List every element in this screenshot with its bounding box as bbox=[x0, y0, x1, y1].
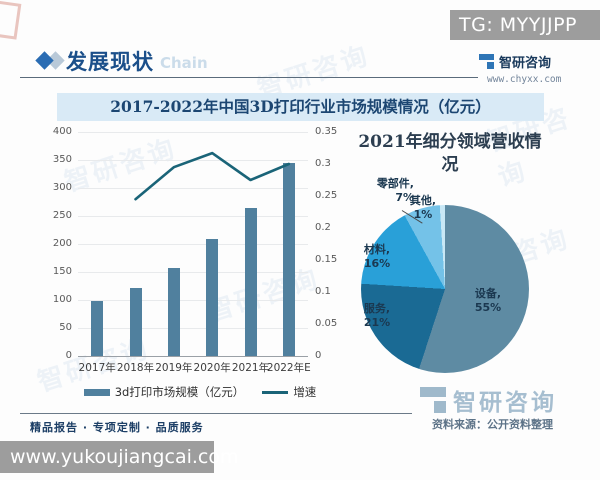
pie-label-others: 其他, 1% bbox=[409, 194, 437, 221]
pie-label-materials: 材料, 16% bbox=[363, 243, 391, 270]
left-axis-tick: 0 bbox=[65, 350, 72, 361]
pie-label-components: 零部件, 7% bbox=[376, 177, 414, 204]
footer-tagline: 精品报告 · 专项定制 · 品质服务 bbox=[30, 421, 204, 434]
gridline bbox=[78, 300, 308, 301]
x-axis-label: 2017年 bbox=[78, 362, 116, 374]
bar-2019年 bbox=[167, 268, 180, 356]
x-axis-label: 2020年 bbox=[193, 362, 231, 374]
telegram-banner: TG: MYYJJPP bbox=[450, 10, 600, 40]
left-axis-tick: 50 bbox=[59, 322, 72, 333]
bar-2022年E bbox=[282, 163, 295, 356]
legend-line-label: 增速 bbox=[293, 385, 317, 399]
pie-label-services: 服务, 21% bbox=[363, 302, 391, 329]
bar-plot bbox=[78, 132, 308, 357]
legend-item-growth: 增速 bbox=[262, 384, 316, 400]
left-axis-tick: 400 bbox=[52, 126, 72, 137]
pie-chart-panel: 设备, 55% 服务, 21% 材料, 16% 零部件, 7% 其他, 1% bbox=[338, 177, 573, 383]
bar-chart-title: 2017-2022年中国3D打印行业市场规模情况（亿元） bbox=[57, 93, 544, 121]
right-axis-tick: 0.1 bbox=[315, 286, 331, 297]
gridline bbox=[78, 188, 308, 189]
pie-chart bbox=[361, 205, 529, 373]
pie-label-equipment: 设备, 55% bbox=[474, 287, 502, 314]
gridline bbox=[78, 272, 308, 273]
legend-bar-swatch bbox=[83, 388, 110, 396]
x-axis-label: 2021年 bbox=[231, 362, 270, 374]
x-axis-label: 2018年 bbox=[116, 362, 155, 374]
right-axis-tick: 0.05 bbox=[315, 318, 338, 329]
growth-rate-line bbox=[134, 151, 291, 201]
brand-site-url: www.chyxx.com bbox=[487, 74, 562, 85]
bar-2020年 bbox=[206, 238, 219, 356]
bar-2021年 bbox=[244, 207, 257, 356]
gridline bbox=[78, 216, 308, 217]
brand-name: 智研咨询 bbox=[499, 56, 552, 71]
corner-watermark-mark bbox=[0, 0, 22, 40]
source-note: 资料来源：公开资料整理 bbox=[432, 418, 553, 431]
page-title: 发展现状 bbox=[66, 49, 154, 74]
legend-line-swatch bbox=[262, 390, 289, 394]
right-axis-tick: 0.25 bbox=[315, 190, 338, 201]
right-axis-tick: 0.15 bbox=[315, 254, 338, 265]
left-axis-tick: 350 bbox=[52, 154, 72, 165]
brand-header: 智研咨询 www.chyxx.com bbox=[479, 51, 589, 85]
chain-watermark: Chain bbox=[160, 54, 208, 72]
left-axis-tick: 300 bbox=[52, 182, 72, 193]
bar-2018年 bbox=[129, 287, 142, 356]
x-axis-label: 2022年E bbox=[266, 362, 311, 374]
right-axis-tick: 0.3 bbox=[315, 158, 331, 169]
right-axis-tick: 0.2 bbox=[315, 222, 331, 233]
left-axis-tick: 250 bbox=[52, 210, 72, 221]
website-banner: www.yukoujiangcai.com bbox=[0, 441, 238, 473]
header-divider bbox=[20, 77, 478, 78]
footer-brand-name: 智研咨询 bbox=[453, 390, 557, 416]
gridline bbox=[78, 244, 308, 245]
zhiyan-logo-icon bbox=[479, 54, 494, 69]
gridline bbox=[78, 328, 308, 329]
left-axis-tick: 100 bbox=[52, 294, 72, 305]
legend: 3d打印市场规模（亿元） 增速 bbox=[58, 384, 342, 400]
legend-item-market-size: 3d打印市场规模（亿元） bbox=[83, 384, 245, 400]
gridline bbox=[78, 132, 308, 133]
footer-divider bbox=[20, 413, 412, 414]
brand-footer: 智研咨询 bbox=[420, 383, 557, 417]
left-axis-tick: 150 bbox=[52, 266, 72, 277]
right-axis-tick: 0 bbox=[315, 350, 322, 361]
x-axis-label: 2019年 bbox=[155, 362, 193, 374]
zhiyan-logo-icon-large bbox=[420, 387, 446, 413]
pie-chart-title: 2021年细分领域营收情况 bbox=[358, 132, 542, 175]
bar-2017年 bbox=[91, 301, 104, 356]
legend-bar-label: 3d打印市场规模（亿元） bbox=[114, 385, 245, 399]
right-axis-tick: 0.35 bbox=[315, 126, 338, 137]
left-axis-tick: 200 bbox=[52, 238, 72, 249]
